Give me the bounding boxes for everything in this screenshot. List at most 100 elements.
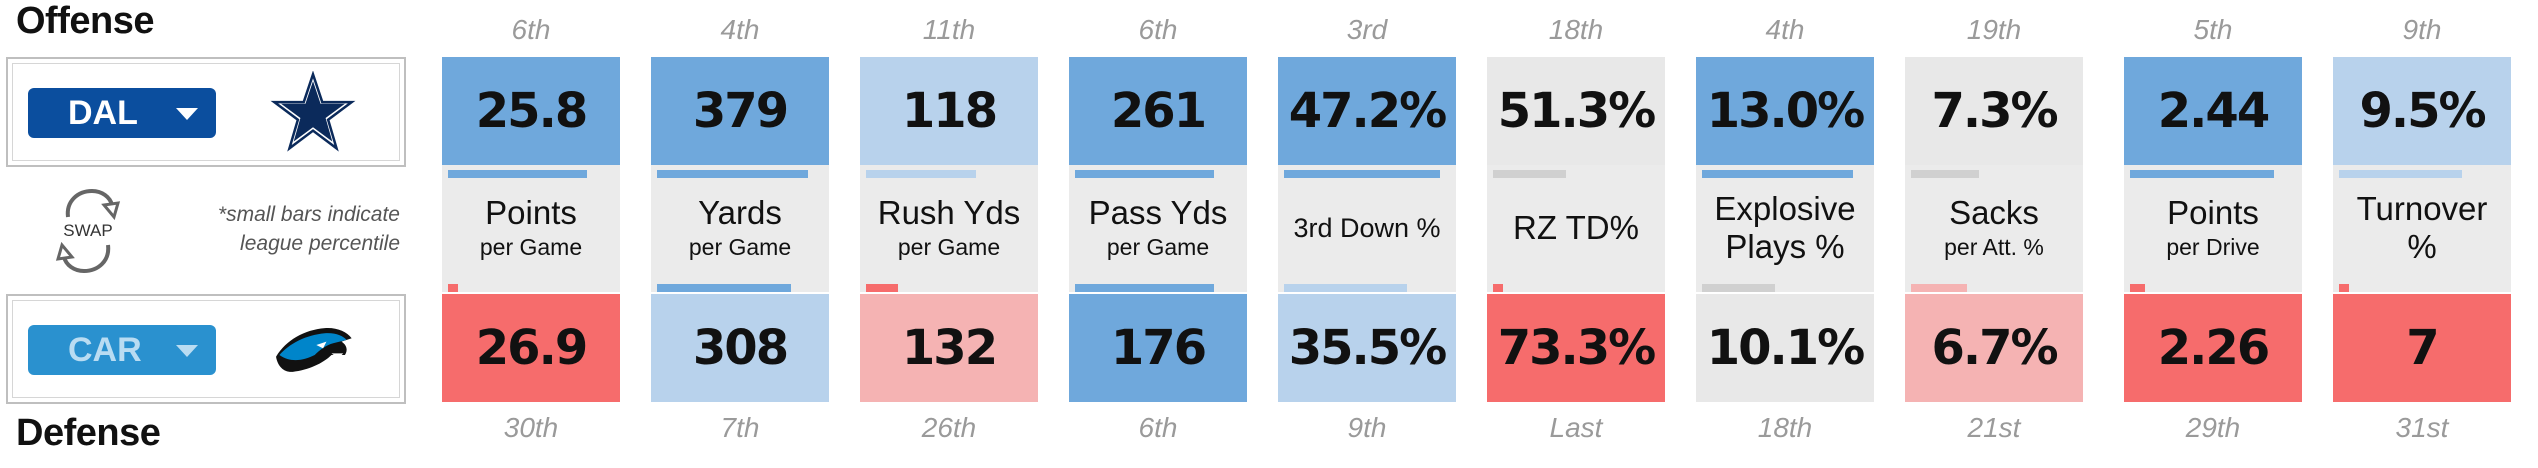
defense-rank: 30th bbox=[503, 412, 559, 443]
defense-percentile-bar bbox=[1702, 284, 1775, 292]
stat-label: Points per Drive bbox=[2124, 178, 2302, 278]
defense-percentile-bar bbox=[448, 284, 458, 292]
stat-column-yards-per-game: 4th 379 Yards per Game 308 7th bbox=[651, 0, 829, 468]
defense-team-dropdown[interactable]: CAR bbox=[28, 325, 216, 375]
stat-label-panel bbox=[651, 164, 829, 292]
defense-percentile-bar bbox=[1493, 284, 1503, 292]
defense-percentile-bar bbox=[1075, 284, 1214, 292]
stat-label-panel bbox=[1069, 164, 1247, 292]
offense-team-dropdown[interactable]: DAL bbox=[28, 88, 216, 138]
offense-rank: 3rd bbox=[1346, 14, 1388, 45]
stat-label: 3rd Down % bbox=[1278, 178, 1456, 278]
stat-label-panel bbox=[1905, 164, 2083, 292]
offense-value: 51.3% bbox=[1487, 57, 1665, 165]
stat-label: Sacks per Att. % bbox=[1905, 178, 2083, 278]
stat-column-turnover-pct: 9th 9.5% Turnover % 7 31st bbox=[2333, 0, 2511, 468]
defense-rank: 6th bbox=[1138, 412, 1178, 443]
stat-label-line-1: Explosive bbox=[1714, 190, 1856, 227]
offense-value: 13.0% bbox=[1696, 57, 1874, 165]
defense-rank: Last bbox=[1549, 412, 1603, 443]
defense-value: 308 bbox=[651, 294, 829, 402]
defense-heading: Defense bbox=[16, 412, 161, 454]
stat-label-line-2: per Drive bbox=[2166, 234, 2260, 260]
swap-button[interactable]: SWAP bbox=[48, 183, 128, 279]
stat-label: RZ TD% bbox=[1487, 178, 1665, 278]
stat-column-points-per-game: 6th 25.8 Points per Game 26.9 30th bbox=[442, 0, 620, 468]
stat-label-panel bbox=[2124, 164, 2302, 292]
stat-label-line-1: Yards bbox=[698, 194, 782, 231]
offense-rank: 4th bbox=[1765, 14, 1805, 45]
chevron-down-icon bbox=[176, 108, 198, 120]
defense-team-selector: CAR bbox=[6, 294, 406, 404]
offense-rank: 19th bbox=[1966, 14, 2022, 45]
offense-percentile-bar bbox=[448, 170, 587, 178]
offense-value: 47.2% bbox=[1278, 57, 1456, 165]
defense-rank: 29th bbox=[2185, 412, 2241, 443]
defense-value: 132 bbox=[860, 294, 1038, 402]
stat-column-sacks-per-att-pct: 19th 7.3% Sacks per Att. % 6.7% 21st bbox=[1905, 0, 2083, 468]
stat-label-line-2: Plays % bbox=[1725, 228, 1845, 265]
swap-label: SWAP bbox=[63, 221, 113, 240]
stat-column-points-per-drive: 5th 2.44 Points per Drive 2.26 29th bbox=[2124, 0, 2302, 468]
stat-label-line-1: Pass Yds bbox=[1088, 194, 1228, 231]
stat-label-panel bbox=[1696, 164, 1874, 292]
stat-label: Yards per Game bbox=[651, 178, 829, 278]
offense-percentile-bar bbox=[1493, 170, 1566, 178]
stat-label: Rush Yds per Game bbox=[860, 178, 1038, 278]
defense-percentile-bar bbox=[2130, 284, 2145, 292]
offense-value: 261 bbox=[1069, 57, 1247, 165]
stat-label-line-1: Points bbox=[485, 194, 577, 231]
stat-label: Explosive Plays % bbox=[1696, 178, 1874, 278]
defense-value: 7 bbox=[2333, 294, 2511, 402]
defense-rank: 18th bbox=[1757, 412, 1813, 443]
note-line-1: *small bars indicate bbox=[217, 203, 400, 226]
stat-column-pass-yds-per-game: 6th 261 Pass Yds per Game 176 6th bbox=[1069, 0, 1247, 468]
stat-label-line-1: Turnover bbox=[2356, 190, 2488, 227]
offense-team-selector: DAL bbox=[6, 57, 406, 167]
stat-label-line-2: per Game bbox=[897, 234, 1001, 260]
defense-value: 35.5% bbox=[1278, 294, 1456, 402]
stat-column-rz-td-pct: 18th 51.3% RZ TD% 73.3% Last bbox=[1487, 0, 1665, 468]
offense-rank: 5th bbox=[2193, 14, 2233, 45]
offense-rank: 9th bbox=[2402, 14, 2442, 45]
swap-arrows-icon bbox=[55, 188, 121, 274]
offense-team-abbr: DAL bbox=[68, 93, 138, 132]
panthers-logo-icon bbox=[276, 328, 352, 372]
defense-team-abbr: CAR bbox=[68, 330, 142, 369]
stat-label: Turnover % bbox=[2333, 178, 2511, 278]
stat-column-rush-yds-per-game: 11th 118 Rush Yds per Game 132 26th bbox=[860, 0, 1038, 468]
offense-rank: 11th bbox=[922, 14, 976, 45]
stat-label-line-2: % bbox=[2407, 228, 2437, 265]
offense-value: 118 bbox=[860, 57, 1038, 165]
stat-label-panel bbox=[1278, 164, 1456, 292]
stat-label-panel bbox=[2333, 164, 2511, 292]
percentile-note: *small bars indicate league percentile bbox=[150, 200, 400, 258]
stat-label-line-2: per Game bbox=[1106, 234, 1210, 260]
offense-percentile-bar bbox=[1075, 170, 1214, 178]
offense-percentile-bar bbox=[2130, 170, 2274, 178]
defense-percentile-bar bbox=[2339, 284, 2349, 292]
stat-label-line-1: 3rd Down % bbox=[1293, 213, 1441, 243]
chevron-down-icon bbox=[176, 345, 198, 357]
defense-rank: 7th bbox=[720, 412, 760, 443]
offense-percentile-bar bbox=[657, 170, 808, 178]
offense-value: 25.8 bbox=[442, 57, 620, 165]
offense-percentile-bar bbox=[1702, 170, 1853, 178]
defense-value: 176 bbox=[1069, 294, 1247, 402]
stat-label-panel bbox=[860, 164, 1038, 292]
defense-percentile-bar bbox=[657, 284, 791, 292]
stat-label-line-2: per Game bbox=[688, 234, 792, 260]
defense-percentile-bar bbox=[1284, 284, 1407, 292]
defense-value: 2.26 bbox=[2124, 294, 2302, 402]
defense-value: 26.9 bbox=[442, 294, 620, 402]
note-line-2: league percentile bbox=[240, 232, 400, 255]
defense-rank: 21st bbox=[1967, 412, 2021, 443]
defense-value: 73.3% bbox=[1487, 294, 1665, 402]
defense-rank: 9th bbox=[1347, 412, 1387, 443]
offense-percentile-bar bbox=[866, 170, 976, 178]
offense-rank: 6th bbox=[1138, 14, 1178, 45]
offense-percentile-bar bbox=[2339, 170, 2462, 178]
defense-value: 6.7% bbox=[1905, 294, 2083, 402]
defense-percentile-bar bbox=[1911, 284, 1967, 292]
offense-rank: 4th bbox=[720, 14, 760, 45]
